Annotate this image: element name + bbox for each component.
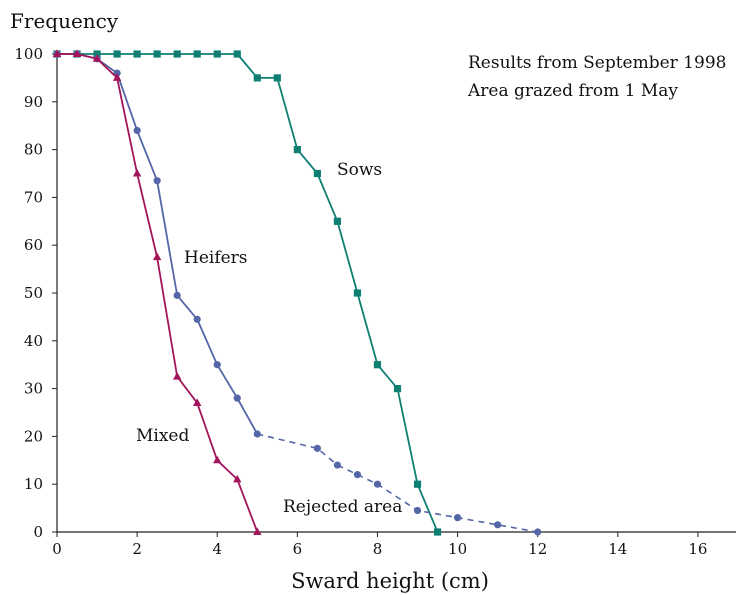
series-label-mixed: Mixed <box>136 426 189 446</box>
heifers-point <box>213 361 221 369</box>
mixed-point <box>213 455 222 464</box>
mixed-point <box>233 474 242 483</box>
sows-point <box>213 50 221 58</box>
y-tick-label: 90 <box>24 93 43 111</box>
mixed-point <box>52 49 62 57</box>
heifers-line <box>57 53 259 435</box>
heifers-point <box>153 177 161 185</box>
sows-point <box>333 217 342 225</box>
y-axis-label: Frequency <box>10 9 119 33</box>
text-layer: Frequency Sward height (cm) Results from… <box>10 9 726 593</box>
x-tick-label: 16 <box>688 540 707 558</box>
sows-point <box>193 50 201 58</box>
sows-point <box>153 50 161 58</box>
heifers-rejected-point <box>494 521 502 529</box>
y-tick-label: 80 <box>24 141 43 159</box>
heifers-point <box>113 69 121 77</box>
x-tick-label: 2 <box>132 540 142 558</box>
mixed-point <box>172 372 182 380</box>
heifers-point <box>133 126 141 135</box>
x-tick-label: 4 <box>212 540 222 558</box>
mixed-point <box>253 527 262 535</box>
y-tick-label: 50 <box>24 284 43 302</box>
y-tick-label: 20 <box>24 427 43 445</box>
ticks: 0 10 20 30 40 50 60 70 80 90 100 0 2 4 6 8 10 12 14 16 <box>14 45 707 558</box>
axes <box>56 50 736 533</box>
mixed-point <box>152 252 162 261</box>
heifers-rejected-point <box>413 506 422 515</box>
heifers-point <box>253 430 261 438</box>
heifers-rejected-point <box>453 514 462 522</box>
y-tick-label: 40 <box>24 332 43 350</box>
sows-point <box>113 50 121 58</box>
series-mixed <box>52 49 262 535</box>
annotation-grazed: Area grazed from 1 May <box>467 81 678 101</box>
series-label-sows: Sows <box>337 160 382 180</box>
y-tick-label: 70 <box>24 188 43 206</box>
heifers-rejected-point <box>333 461 342 469</box>
mixed-point <box>92 54 102 62</box>
heifers-point <box>193 315 201 323</box>
mixed-point <box>112 73 122 81</box>
sows-point <box>273 74 281 82</box>
heifers-rejected-line <box>257 433 538 533</box>
sows-point <box>313 169 321 178</box>
x-axis-label: Sward height (cm) <box>291 569 489 593</box>
y-tick-label: 30 <box>24 380 43 398</box>
sows-point <box>393 385 402 393</box>
sows-point <box>173 50 181 58</box>
y-tick-label: 0 <box>33 523 43 541</box>
sows-point <box>433 528 442 536</box>
sows-point <box>353 289 362 297</box>
x-tick-label: 0 <box>52 540 62 558</box>
sows-point <box>373 361 382 369</box>
heifers-rejected-point <box>313 444 321 452</box>
sows-point <box>233 50 241 58</box>
x-tick-label: 8 <box>373 540 383 558</box>
y-tick-label: 100 <box>14 45 43 63</box>
sows-point <box>253 74 261 82</box>
heifers-point <box>233 394 241 402</box>
x-tick-label: 10 <box>448 540 467 558</box>
series-sows <box>53 50 442 536</box>
y-tick-label: 10 <box>24 475 43 493</box>
mixed-point <box>72 49 82 57</box>
sows-point <box>293 146 301 154</box>
heifers-rejected-point <box>534 528 542 536</box>
heifers-rejected-point <box>373 480 382 488</box>
mixed-point <box>132 168 142 177</box>
series-layer <box>52 49 542 536</box>
sows-point <box>93 50 101 58</box>
heifers-point <box>173 291 181 299</box>
x-tick-label: 14 <box>608 540 627 558</box>
sows-point <box>413 480 422 488</box>
sows-line <box>57 53 439 533</box>
mixed-point <box>193 398 202 406</box>
annotation-results: Results from September 1998 <box>468 53 726 73</box>
series-label-heifers: Heifers <box>184 248 248 268</box>
x-tick-label: 6 <box>293 540 303 558</box>
heifers-rejected-point <box>353 471 362 479</box>
x-tick-label: 12 <box>528 540 547 558</box>
mixed-line <box>57 53 259 533</box>
sows-point <box>133 50 141 58</box>
y-tick-label: 60 <box>24 236 43 254</box>
annotation-rejected-area: Rejected area <box>283 497 402 517</box>
